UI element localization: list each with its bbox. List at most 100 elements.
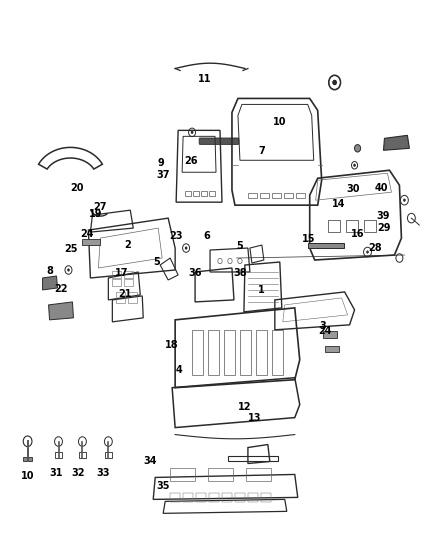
Bar — [260, 193, 269, 198]
Text: 21: 21 — [118, 289, 132, 299]
Bar — [55, 452, 62, 457]
Text: 17: 17 — [115, 268, 129, 278]
Text: 36: 36 — [188, 268, 202, 278]
Bar — [296, 193, 305, 198]
Text: 28: 28 — [368, 243, 382, 253]
Text: 23: 23 — [170, 231, 183, 241]
Text: 1: 1 — [258, 286, 265, 295]
Circle shape — [403, 199, 406, 202]
Bar — [117, 292, 125, 303]
Bar — [193, 191, 199, 196]
Bar — [124, 279, 133, 286]
Bar — [246, 468, 271, 481]
Polygon shape — [42, 276, 57, 290]
Bar — [105, 452, 112, 457]
Circle shape — [366, 251, 369, 254]
Circle shape — [185, 246, 187, 249]
Bar — [346, 220, 357, 232]
Text: 24: 24 — [318, 326, 332, 336]
Bar — [248, 493, 258, 503]
Bar — [79, 452, 86, 457]
Text: 20: 20 — [71, 183, 84, 193]
FancyBboxPatch shape — [199, 138, 239, 144]
Circle shape — [332, 80, 337, 85]
Text: 39: 39 — [376, 211, 389, 221]
Text: 26: 26 — [184, 156, 198, 166]
Text: 5: 5 — [154, 257, 160, 267]
Bar — [185, 191, 191, 196]
Bar — [248, 193, 257, 198]
Text: 24: 24 — [81, 229, 94, 239]
Text: 10: 10 — [273, 117, 287, 127]
Bar — [209, 191, 215, 196]
Bar — [308, 243, 343, 248]
Text: 3: 3 — [320, 321, 326, 331]
Bar — [328, 220, 339, 232]
Bar — [209, 493, 219, 503]
Text: 25: 25 — [65, 245, 78, 254]
Text: 29: 29 — [377, 223, 391, 233]
Text: 35: 35 — [156, 481, 170, 490]
Bar — [124, 271, 133, 278]
Bar — [112, 271, 121, 278]
Circle shape — [67, 269, 70, 272]
Polygon shape — [49, 302, 74, 320]
Circle shape — [354, 144, 360, 152]
Text: 37: 37 — [156, 170, 170, 180]
Bar — [170, 493, 180, 503]
Text: 40: 40 — [374, 183, 388, 193]
Bar — [222, 493, 232, 503]
Text: 11: 11 — [198, 75, 212, 84]
Bar — [323, 332, 337, 338]
Text: 2: 2 — [124, 240, 131, 250]
Text: 12: 12 — [237, 402, 251, 413]
Text: 16: 16 — [351, 229, 364, 239]
Bar — [364, 220, 375, 232]
Bar — [256, 330, 267, 375]
Text: 18: 18 — [165, 340, 179, 350]
Text: 22: 22 — [54, 284, 68, 294]
Bar — [235, 493, 245, 503]
Bar — [201, 191, 207, 196]
Text: 30: 30 — [347, 184, 360, 195]
Text: 13: 13 — [248, 413, 261, 423]
Text: 8: 8 — [46, 266, 53, 276]
Bar — [183, 493, 193, 503]
Bar — [208, 468, 233, 481]
Text: 14: 14 — [332, 199, 346, 209]
Bar — [224, 330, 235, 375]
Bar — [272, 330, 283, 375]
Circle shape — [353, 164, 356, 167]
Text: 27: 27 — [93, 202, 107, 212]
Polygon shape — [384, 135, 410, 150]
Bar — [170, 468, 195, 481]
Bar — [112, 279, 121, 286]
Bar — [272, 193, 281, 198]
Text: 31: 31 — [50, 468, 64, 478]
Bar — [192, 330, 203, 375]
Text: 15: 15 — [302, 234, 315, 244]
Text: 32: 32 — [72, 468, 85, 478]
Bar — [196, 493, 206, 503]
Text: 9: 9 — [158, 158, 165, 168]
Bar — [208, 330, 219, 375]
Bar — [82, 239, 100, 245]
Text: 19: 19 — [89, 209, 102, 220]
Bar — [261, 493, 271, 503]
Text: 34: 34 — [143, 456, 157, 465]
Text: 7: 7 — [258, 146, 265, 156]
Circle shape — [332, 80, 337, 85]
Bar — [128, 292, 137, 303]
Text: 10: 10 — [21, 472, 35, 481]
Text: 33: 33 — [96, 468, 110, 478]
Bar — [325, 346, 339, 352]
Text: 38: 38 — [233, 268, 247, 278]
Text: 4: 4 — [176, 365, 182, 375]
Bar — [23, 457, 32, 462]
Bar — [240, 330, 251, 375]
Bar — [284, 193, 293, 198]
Bar — [228, 456, 278, 462]
Circle shape — [191, 131, 194, 134]
Text: 6: 6 — [203, 231, 210, 241]
Text: 5: 5 — [237, 241, 244, 251]
